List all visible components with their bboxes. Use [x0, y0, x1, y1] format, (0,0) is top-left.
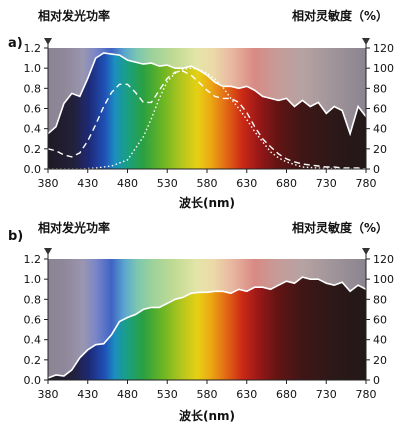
- right-y-tick-label: 80: [373, 293, 387, 306]
- x-tick-label: 480: [117, 388, 138, 401]
- x-tick-label: 480: [117, 177, 138, 190]
- left-y-tick-label: 0.8: [24, 293, 42, 306]
- left-y-tick-label: 0.2: [24, 143, 42, 156]
- x-tick-label: 780: [356, 388, 377, 401]
- left-axis-title: 相对发光功率: [38, 220, 110, 235]
- left-y-tick-label: 0.0: [24, 163, 42, 176]
- right-axis-arrow-icon: [362, 248, 370, 255]
- x-axis-title: 波长(nm): [179, 408, 235, 423]
- left-y-tick-label: 0.4: [24, 334, 42, 347]
- right-y-tick-label: 0: [373, 374, 380, 387]
- x-tick-label: 380: [38, 177, 59, 190]
- left-y-tick-label: 0.6: [24, 103, 42, 116]
- x-tick-label: 730: [316, 177, 337, 190]
- x-tick-label: 580: [197, 388, 218, 401]
- left-y-tick-label: 0.2: [24, 354, 42, 367]
- x-tick-label: 580: [197, 177, 218, 190]
- panel-label: a): [8, 36, 23, 51]
- x-tick-label: 430: [77, 177, 98, 190]
- x-tick-label: 680: [276, 177, 297, 190]
- right-y-tick-label: 100: [373, 273, 394, 286]
- left-y-tick-label: 1.2: [24, 253, 42, 266]
- relative-power-line: [47, 52, 367, 137]
- left-axis-arrow-icon: [44, 248, 52, 255]
- right-axis-title: 相对灵敏度（%）: [292, 220, 388, 235]
- right-y-tick-label: 120: [373, 42, 394, 55]
- left-axis-title: 相对发光功率: [38, 8, 110, 23]
- right-y-tick-label: 20: [373, 354, 387, 367]
- right-y-tick-label: 40: [373, 334, 387, 347]
- sensitivity-dashed-line: [47, 70, 367, 170]
- right-y-tick-label: 100: [373, 62, 394, 75]
- right-y-tick-label: 120: [373, 253, 394, 266]
- panel-label: b): [8, 229, 23, 244]
- right-y-tick-label: 0: [373, 163, 380, 176]
- x-tick-label: 530: [157, 177, 178, 190]
- x-tick-label: 630: [236, 177, 257, 190]
- right-y-tick-label: 60: [373, 103, 387, 116]
- x-axis-title: 波长(nm): [179, 195, 235, 210]
- right-y-tick-label: 40: [373, 123, 387, 136]
- left-y-tick-label: 1.0: [24, 273, 42, 286]
- right-axis-title: 相对灵敏度（%）: [292, 8, 388, 23]
- left-y-tick-label: 1.2: [24, 42, 42, 55]
- left-y-tick-label: 1.0: [24, 62, 42, 75]
- right-y-tick-label: 60: [373, 314, 387, 327]
- right-axis-arrow-icon: [362, 38, 370, 45]
- x-tick-label: 780: [356, 177, 377, 190]
- right-y-tick-label: 20: [373, 143, 387, 156]
- x-tick-label: 430: [77, 388, 98, 401]
- x-tick-label: 730: [316, 388, 337, 401]
- relative-power-line: [47, 276, 367, 379]
- sensitivity-dotted-line: [48, 67, 366, 170]
- spectrum-panel-b: 0.0 0.2 0.4 0.6 0.8 1.0 1.2 0 20 40 60 80 100 120 380 4…: [8, 220, 394, 423]
- x-tick-label: 680: [276, 388, 297, 401]
- left-axis-arrow-icon: [44, 38, 52, 45]
- left-y-tick-label: 0.4: [24, 123, 42, 136]
- left-y-tick-label: 0.8: [24, 82, 42, 95]
- right-y-tick-label: 80: [373, 82, 387, 95]
- relative-power-area: [48, 277, 366, 380]
- x-tick-label: 530: [157, 388, 178, 401]
- x-tick-label: 380: [38, 388, 59, 401]
- relative-power-area: [48, 53, 366, 169]
- x-tick-label: 630: [236, 388, 257, 401]
- spectrum-panel-a: 0.0 0.2 0.4 0.6 0.8 1.0 1.2 0 20 40 60 80 100 120 380 4…: [8, 8, 394, 210]
- left-y-tick-label: 0.0: [24, 374, 42, 387]
- left-y-tick-label: 0.6: [24, 314, 42, 327]
